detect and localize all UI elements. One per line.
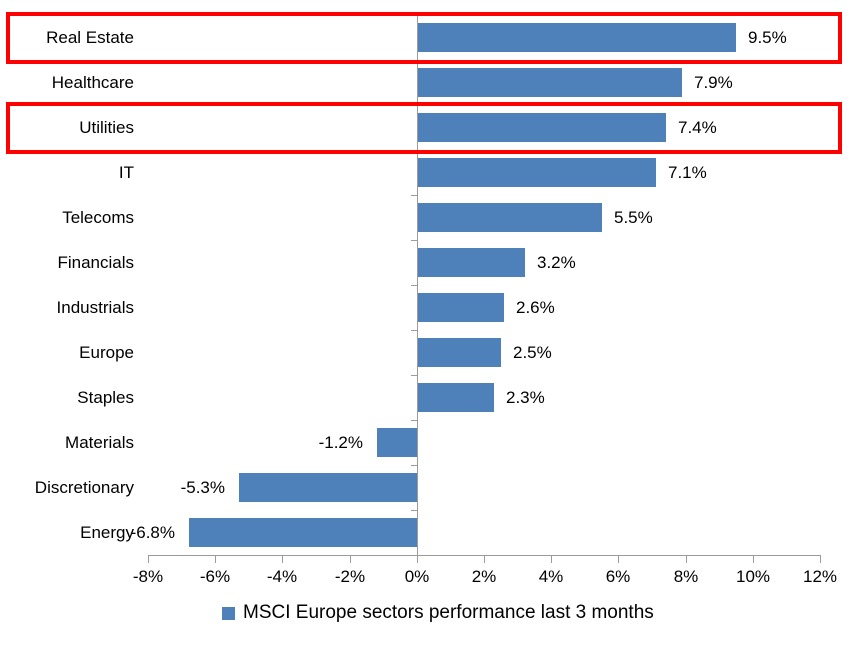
legend: MSCI Europe sectors performance last 3 m… (222, 602, 654, 624)
bar (417, 248, 525, 277)
value-axis-tick (484, 555, 485, 563)
x-axis-tick-label: -6% (199, 567, 231, 586)
category-axis-line (417, 15, 418, 562)
category-label: Financials (57, 253, 134, 272)
category-axis-tick (411, 375, 418, 376)
value-axis-tick (551, 555, 552, 563)
value-axis-tick (417, 555, 418, 563)
category-axis-tick (411, 420, 418, 421)
x-axis-tick-label: 8% (673, 567, 699, 586)
category-label: Industrials (56, 298, 134, 317)
value-label: 3.2% (537, 253, 576, 272)
value-label: -6.8% (130, 523, 175, 542)
value-label: 2.3% (506, 388, 545, 407)
bar (417, 338, 501, 367)
value-label: 7.1% (668, 163, 707, 182)
category-label: Telecoms (62, 208, 134, 227)
x-axis-tick-label: 2% (471, 567, 497, 586)
category-axis-tick (411, 510, 418, 511)
category-label: IT (118, 163, 134, 182)
value-label: -5.3% (180, 478, 225, 497)
value-label: -1.2% (318, 433, 363, 452)
bar (377, 428, 417, 457)
legend-swatch-icon (222, 606, 235, 620)
category-label: Discretionary (34, 478, 134, 497)
value-axis-tick (686, 555, 687, 563)
bar (417, 383, 494, 412)
bar (417, 293, 504, 322)
x-axis-tick-label: -8% (132, 567, 164, 586)
value-axis-tick (215, 555, 216, 563)
category-axis-tick (411, 285, 418, 286)
category-axis-tick (411, 240, 418, 241)
value-axis-tick (148, 555, 149, 563)
x-axis-tick-label: -4% (266, 567, 298, 586)
value-label: 7.4% (678, 118, 717, 137)
x-axis-tick-label: 6% (605, 567, 631, 586)
category-label: Staples (77, 388, 134, 407)
bar (189, 518, 417, 547)
x-axis-tick-label: 10% (735, 567, 771, 586)
x-axis-tick-label: -2% (334, 567, 366, 586)
category-label: Utilities (79, 118, 134, 137)
x-axis-tick-label: 12% (802, 567, 838, 586)
bar (239, 473, 417, 502)
bar (417, 203, 602, 232)
x-axis-tick-label: 0% (404, 567, 430, 586)
category-label: Energy (80, 523, 134, 542)
value-label: 2.6% (516, 298, 555, 317)
bar (417, 113, 666, 142)
bar (417, 68, 682, 97)
category-label: Europe (79, 343, 134, 362)
value-label: 5.5% (614, 208, 653, 227)
value-axis-tick (618, 555, 619, 563)
x-axis-tick-label: 4% (538, 567, 564, 586)
bar (417, 158, 656, 187)
value-axis-tick (282, 555, 283, 563)
value-axis-tick (753, 555, 754, 563)
category-axis-tick (411, 465, 418, 466)
category-axis-tick (411, 195, 418, 196)
category-label: Materials (65, 433, 134, 452)
value-label: 9.5% (748, 28, 787, 47)
category-label: Real Estate (46, 28, 134, 47)
value-label: 7.9% (694, 73, 733, 92)
value-axis-tick (350, 555, 351, 563)
value-axis-tick (820, 555, 821, 563)
category-label: Healthcare (51, 73, 134, 92)
value-label: 2.5% (513, 343, 552, 362)
bar (417, 23, 736, 52)
legend-label: MSCI Europe sectors performance last 3 m… (243, 602, 654, 623)
category-axis-tick (411, 330, 418, 331)
